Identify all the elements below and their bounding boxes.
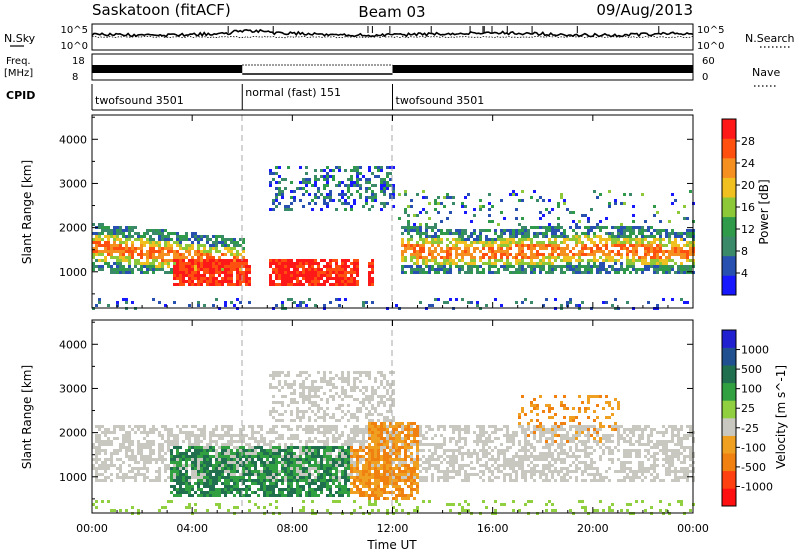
- power-colorbar: 4 8 12 16 20 24 28: [721, 118, 755, 296]
- colorbar-tick-label: 25: [741, 402, 755, 415]
- colorbar-tick-label: -1000: [741, 480, 773, 493]
- noise-trace: [91, 26, 694, 39]
- x-tick-label: 20:00: [577, 522, 609, 535]
- date-title: 09/Aug/2013: [596, 1, 693, 19]
- colorbar-tick-label: 1000: [741, 344, 769, 357]
- cpid-row: CPID twofsound 3501 normal (fast) 151 twof…: [6, 84, 693, 111]
- frequency-panel: Freq. [MHz] 18 8 60 0 Nave: [4, 53, 780, 87]
- x-tick-label: 16:00: [477, 522, 509, 535]
- noise-left-tick-top: 10^5: [61, 25, 88, 36]
- x-tick-label: 00:00: [677, 522, 709, 535]
- colorbar-tick-label: -100: [741, 441, 766, 454]
- cpid-segment-label: normal (fast) 151: [245, 86, 341, 99]
- velocity-ylabel: Slant Range [km]: [20, 365, 34, 469]
- power-ylabel: Slant Range [km]: [20, 160, 34, 264]
- colorbar-tick-label: 24: [741, 157, 755, 170]
- nave-right-tick-bottom: 0: [702, 72, 708, 83]
- time-axis: 00:00 04:00 08:00 12:00 16:00 20:00 00:00: [76, 115, 709, 535]
- nave-right-tick-top: 60: [702, 56, 715, 67]
- xlabel: Time UT: [366, 538, 417, 552]
- x-tick-label: 04:00: [176, 522, 208, 535]
- power-colorbar-label: Power [dB]: [757, 179, 771, 244]
- freq-label-line1: Freq.: [6, 56, 31, 67]
- frequency-trace: [92, 64, 693, 75]
- beam-title: Beam 03: [358, 3, 425, 21]
- y-tick-label: 2000: [59, 427, 87, 440]
- x-tick-label: 12:00: [377, 522, 409, 535]
- cpid-segment-label: twofsound 3501: [95, 94, 184, 107]
- y-tick-label: 4000: [59, 133, 87, 146]
- station-title: Saskatoon (fitACF): [92, 1, 231, 19]
- velocity-panel: 1000 2000 3000 4000 Slant Range [km] 1000 50…: [20, 319, 788, 515]
- noise-left-label: N.Sky: [4, 32, 36, 45]
- noise-right-tick-top: 10^5: [697, 25, 724, 36]
- y-tick-label: 3000: [59, 382, 87, 395]
- colorbar-tick-label: 8: [741, 245, 748, 258]
- noise-right-tick-bottom: 10^0: [697, 41, 724, 52]
- colorbar-tick-label: 4: [741, 267, 748, 280]
- colorbar-tick-label: -25: [741, 422, 759, 435]
- freq-left-tick-top: 18: [72, 56, 85, 67]
- velocity-heatmap: [92, 371, 695, 515]
- power-panel: 1000 2000 3000 4000 Slant Range [km] 4 8 12 16…: [20, 114, 771, 310]
- freq-left-tick-bottom: 8: [72, 72, 78, 83]
- y-tick-label: 4000: [59, 338, 87, 351]
- y-tick-label: 2000: [59, 222, 87, 235]
- noise-panel: N.Sky 10^5 10^0 10^5 10^0 N.Search: [4, 23, 795, 52]
- colorbar-tick-label: 100: [741, 383, 762, 396]
- colorbar-tick-label: -500: [741, 461, 766, 474]
- colorbar-tick-label: 12: [741, 223, 755, 236]
- x-tick-label: 08:00: [276, 522, 308, 535]
- y-tick-label: 3000: [59, 177, 87, 190]
- noise-right-label: N.Search: [745, 32, 795, 45]
- cpid-segment-label: twofsound 3501: [396, 94, 485, 107]
- noise-left-tick-bottom: 10^0: [61, 41, 88, 52]
- y-tick-label: 1000: [59, 266, 87, 279]
- colorbar-tick-label: 500: [741, 363, 762, 376]
- velocity-colorbar: 1000 500 100 25 -25 -100 -500 -1000: [721, 329, 773, 507]
- nave-label: Nave: [752, 66, 780, 79]
- cpid-label: CPID: [6, 89, 35, 102]
- power-heatmap: [92, 166, 695, 310]
- y-tick-label: 1000: [59, 471, 87, 484]
- colorbar-tick-label: 20: [741, 179, 755, 192]
- colorbar-tick-label: 16: [741, 201, 755, 214]
- freq-label-line2: [MHz]: [4, 68, 33, 79]
- x-tick-label: 00:00: [76, 522, 108, 535]
- colorbar-tick-label: 28: [741, 135, 755, 148]
- velocity-colorbar-label: Velocity [m s^-1]: [774, 365, 788, 469]
